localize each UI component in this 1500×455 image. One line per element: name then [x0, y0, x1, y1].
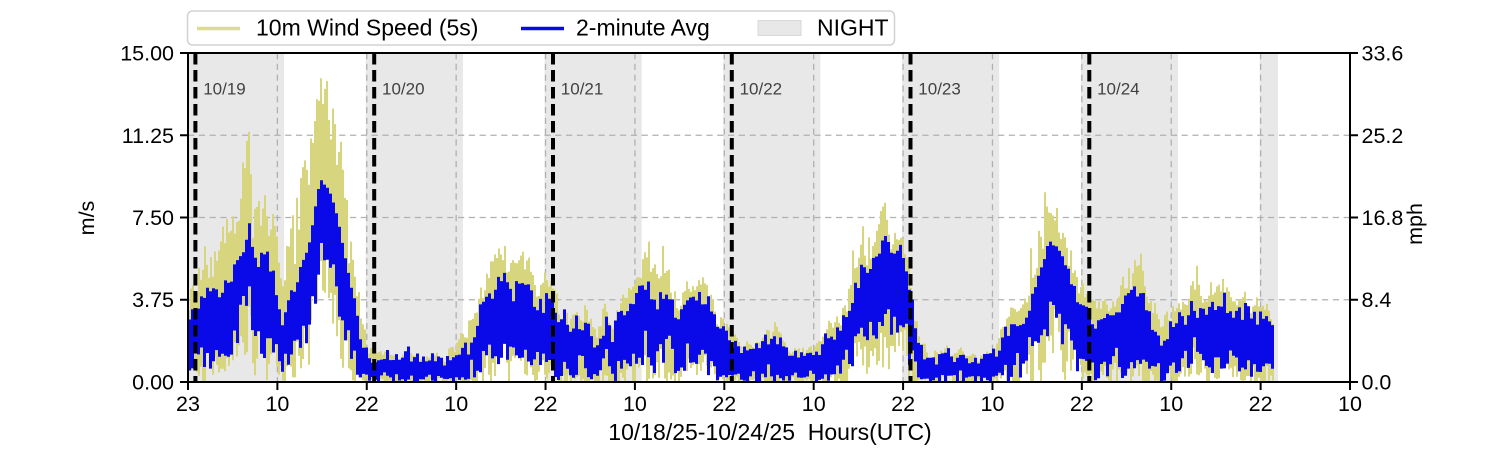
svg-text:16.8: 16.8: [1362, 206, 1404, 230]
svg-text:0.0: 0.0: [1362, 371, 1392, 395]
svg-text:NIGHT: NIGHT: [817, 15, 889, 41]
svg-text:10: 10: [981, 392, 1005, 416]
svg-text:8.4: 8.4: [1362, 288, 1392, 312]
svg-text:10: 10: [1338, 392, 1362, 416]
svg-text:mph: mph: [1403, 203, 1427, 245]
svg-text:10/22: 10/22: [740, 80, 783, 99]
svg-text:11.25: 11.25: [122, 124, 174, 148]
svg-text:22: 22: [534, 392, 558, 416]
svg-text:10/23: 10/23: [918, 80, 961, 99]
svg-text:23: 23: [176, 392, 200, 416]
svg-text:22: 22: [891, 392, 915, 416]
svg-text:m/s: m/s: [75, 201, 99, 236]
svg-text:2-minute Avg: 2-minute Avg: [576, 15, 710, 41]
svg-text:22: 22: [355, 392, 379, 416]
svg-text:10/20: 10/20: [382, 80, 425, 99]
svg-text:7.50: 7.50: [132, 206, 174, 230]
svg-text:10/21: 10/21: [561, 80, 604, 99]
svg-text:10: 10: [623, 392, 647, 416]
svg-text:10m Wind Speed (5s): 10m Wind Speed (5s): [256, 15, 478, 41]
svg-text:3.75: 3.75: [132, 288, 174, 312]
svg-text:10: 10: [1159, 392, 1183, 416]
svg-text:22: 22: [1070, 392, 1094, 416]
svg-text:22: 22: [712, 392, 736, 416]
svg-text:0.00: 0.00: [132, 371, 174, 395]
svg-text:22: 22: [1249, 392, 1273, 416]
svg-text:15.00: 15.00: [120, 42, 174, 66]
svg-text:33.6: 33.6: [1362, 42, 1404, 66]
svg-text:10/24: 10/24: [1097, 80, 1140, 99]
svg-text:25.2: 25.2: [1362, 124, 1404, 148]
svg-text:10: 10: [802, 392, 826, 416]
svg-text:10: 10: [444, 392, 468, 416]
svg-text:10: 10: [265, 392, 289, 416]
svg-text:10/19: 10/19: [203, 80, 246, 99]
svg-text:10/18/25-10/24/25 Hours(UTC): 10/18/25-10/24/25 Hours(UTC): [608, 419, 931, 445]
